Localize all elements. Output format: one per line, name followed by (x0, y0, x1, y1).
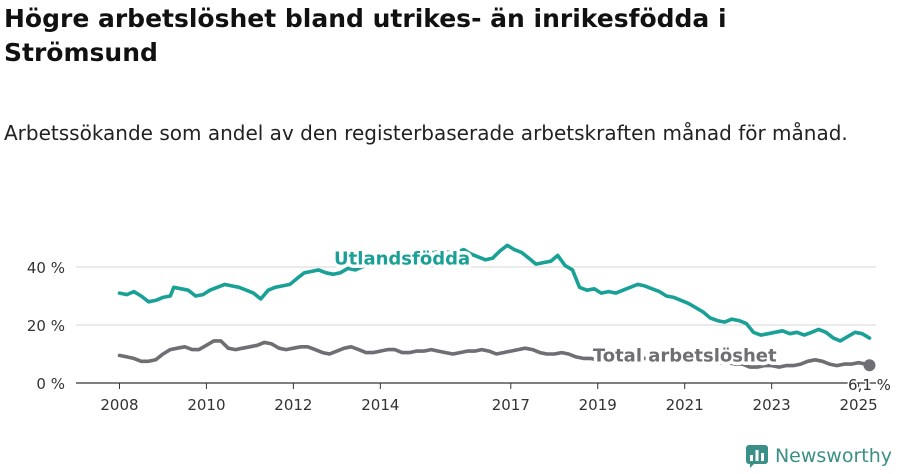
x-tick-label: 2019 (579, 396, 617, 414)
x-tick-label: 2021 (666, 396, 704, 414)
x-tick-label: 2023 (753, 396, 791, 414)
x-tick-label: 2012 (274, 396, 312, 414)
y-tick-label: 0 % (36, 375, 65, 393)
newsworthy-logo-icon (745, 445, 768, 468)
y-tick-label: 40 % (27, 259, 65, 277)
brand-footer: Newsworthy (745, 444, 892, 468)
y-tick-label: 20 % (27, 317, 65, 335)
x-tick-label: 2017 (492, 396, 530, 414)
chart-title: Högre arbetslöshet bland utrikes- än inr… (4, 4, 727, 67)
x-tick-label: 2010 (187, 396, 225, 414)
end-point-marker (863, 359, 876, 372)
chart-subtitle: Arbetssökande som andel av den registerb… (4, 121, 848, 145)
series-line-utlandsfodda (117, 243, 872, 343)
end-value-label: 6,1 % (848, 376, 891, 394)
series-label-total-arbetsloshet: Total arbetslöshet (593, 345, 777, 366)
x-tick-label: 2014 (361, 396, 399, 414)
series-line-total-arbetsloshet (117, 339, 872, 369)
brand-name: Newsworthy (774, 445, 892, 467)
x-tick-label: 2025 (840, 396, 878, 414)
x-tick-label: 2008 (100, 396, 138, 414)
series-label-utlandsfodda: Utlandsfödda (334, 248, 470, 269)
